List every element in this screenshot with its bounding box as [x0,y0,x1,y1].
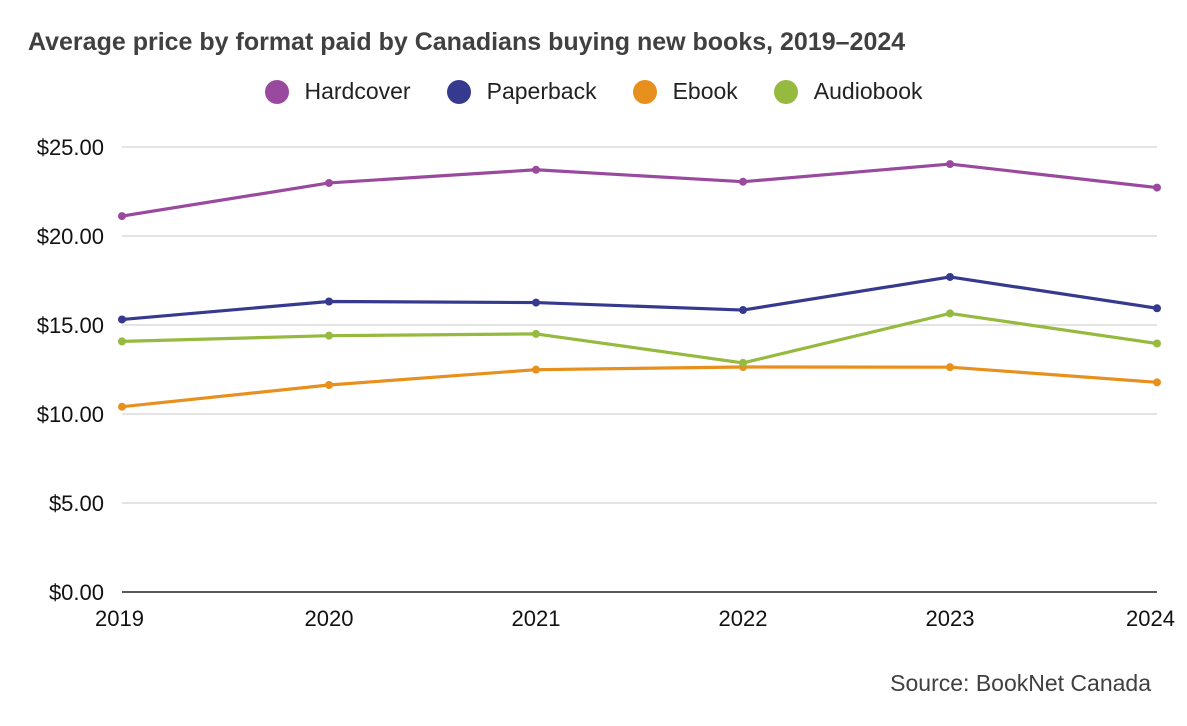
data-point-audiobook [1153,339,1161,348]
legend-item-hardcover: Hardcover [264,78,411,105]
y-tick-label: $25.00 [37,135,104,160]
data-point-hardcover [532,165,540,174]
data-point-audiobook [325,331,333,340]
source-note: Source: BookNet Canada [890,670,1151,696]
series-line-audiobook [120,311,1159,365]
series-lines [118,160,1161,411]
series-line-paperback [120,275,1159,322]
data-point-audiobook [946,309,954,318]
chart-title: Average price by format paid by Canadian… [28,28,906,56]
x-tick-label: 2023 [926,606,975,631]
data-point-paperback [118,315,126,324]
y-tick-label: $15.00 [37,313,104,338]
legend-item-ebook: Ebook [632,78,738,105]
data-point-hardcover [325,178,333,187]
x-tick-label: 2021 [512,606,561,631]
data-point-audiobook [532,329,540,338]
data-point-hardcover [946,160,954,169]
legend-label-hardcover: Hardcover [304,78,411,104]
data-point-ebook [946,363,954,372]
x-tick-label: 2019 [95,606,144,631]
data-point-hardcover [739,177,747,186]
gridlines [122,146,1157,504]
x-tick-label: 2020 [305,606,354,631]
x-axis: 2019 2020 2021 2022 2023 2024 [95,591,1175,631]
data-point-audiobook [118,337,126,346]
series-line-ebook [120,365,1159,409]
data-point-ebook [325,380,333,389]
data-point-hardcover [118,212,126,221]
chart-legend: Hardcover Paperback Ebook Audiobook [0,78,1187,105]
legend-label-ebook: Ebook [672,78,738,104]
legend-swatch-paperback [446,79,471,104]
data-point-paperback [1153,304,1161,313]
y-tick-label: $20.00 [37,224,104,249]
legend-item-paperback: Paperback [446,78,597,105]
data-point-ebook [118,402,126,411]
legend-swatch-audiobook [773,79,798,104]
y-axis-ticks: $0.00 $5.00 $10.00 $15.00 $20.00 $25.00 [37,135,104,605]
data-point-paperback [532,298,540,307]
data-point-paperback [946,272,954,281]
y-tick-label: $10.00 [37,402,104,427]
data-point-paperback [739,306,747,315]
data-point-audiobook [739,358,747,367]
legend-swatch-hardcover [264,79,289,104]
data-point-ebook [1153,378,1161,387]
y-tick-label: $5.00 [49,491,104,516]
data-point-paperback [325,297,333,306]
legend-swatch-ebook [632,79,657,104]
legend-label-audiobook: Audiobook [813,78,923,104]
data-point-hardcover [1153,183,1161,192]
legend-label-paperback: Paperback [486,78,597,104]
series-line-hardcover [120,162,1159,218]
x-tick-label: 2022 [719,606,768,631]
y-tick-label: $0.00 [49,580,104,605]
x-tick-label: 2024 [1126,606,1175,631]
data-point-ebook [532,365,540,374]
legend-item-audiobook: Audiobook [773,78,923,105]
